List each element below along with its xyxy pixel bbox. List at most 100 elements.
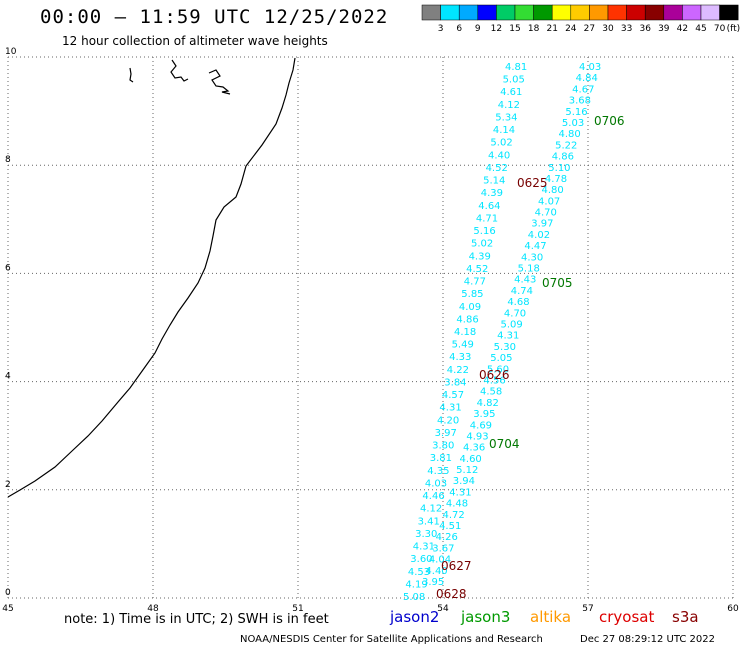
colorbar-label: 9 xyxy=(475,24,481,34)
swh-value: 4.43 xyxy=(514,275,536,286)
colorbar: 3 6 9 12 15 18 21 24 27 30 33 36 39 42 45 70 (ft) xyxy=(421,4,740,34)
page-subtitle: 12 hour collection of altimeter wave hei… xyxy=(62,34,328,48)
colorbar-label: 45 xyxy=(695,24,706,34)
swh-value: 4.68 xyxy=(507,297,529,308)
swh-value: 4.57 xyxy=(442,390,464,401)
colorbar-label: 18 xyxy=(528,24,540,34)
swh-value: 4.86 xyxy=(456,314,478,325)
generated-timestamp: Dec 27 08:29:12 UTC 2022 xyxy=(580,634,715,645)
swh-value: 4.82 xyxy=(477,398,499,409)
swh-value: 4.47 xyxy=(524,241,546,252)
colorbar-swatch xyxy=(421,4,441,21)
swh-value: 4.81 xyxy=(505,62,527,73)
swh-value: 3.80 xyxy=(432,441,454,452)
swh-value: 4.02 xyxy=(528,230,550,241)
swh-value: 3.68 xyxy=(569,96,591,107)
swh-value: 4.03 xyxy=(579,62,601,73)
swh-value: 4.33 xyxy=(449,352,471,363)
swh-value: 4.71 xyxy=(476,213,498,224)
pass-time-label: 0627 xyxy=(441,559,472,573)
track-2: 4.034.844.673.685.165.034.805.224.865.10… xyxy=(422,62,601,588)
swh-value: 4.12 xyxy=(420,504,442,515)
swh-value: 4.70 xyxy=(504,308,526,319)
swh-value: 4.86 xyxy=(552,152,574,163)
credit-text: NOAA/NESDIS Center for Satellite Applica… xyxy=(240,634,543,645)
swh-value: 3.94 xyxy=(453,476,475,487)
colorbar-label: 30 xyxy=(602,24,614,34)
swh-value: 3.60 xyxy=(410,554,432,565)
swh-value: 4.39 xyxy=(469,251,491,262)
swh-value: 5.09 xyxy=(501,320,523,331)
colorbar-swatch xyxy=(700,4,720,21)
swh-value: 4.52 xyxy=(466,264,488,275)
swh-value: 3.97 xyxy=(435,428,457,439)
y-tick-label: 10 xyxy=(5,47,17,57)
colorbar-label: 33 xyxy=(621,24,632,34)
colorbar-label: 15 xyxy=(509,24,520,34)
swh-value: 4.84 xyxy=(576,73,598,84)
colorbar-label: 70 xyxy=(714,24,726,34)
track-1: 4.815.054.614.125.344.145.024.404.525.14… xyxy=(403,62,527,603)
swh-value: 4.64 xyxy=(478,201,500,212)
swh-value: 4.78 xyxy=(545,174,567,185)
swh-value: 4.12 xyxy=(498,100,520,111)
colorbar-label: 21 xyxy=(546,24,557,34)
x-tick-label: 57 xyxy=(582,604,593,614)
swh-value: 5.08 xyxy=(403,592,425,603)
pass-time-label: 0706 xyxy=(594,114,625,128)
swh-value: 4.80 xyxy=(559,129,581,140)
swh-value: 4.52 xyxy=(486,163,508,174)
island-right xyxy=(208,69,231,95)
swh-value: 5.49 xyxy=(452,340,474,351)
pass-time-label: 0628 xyxy=(436,587,467,601)
swh-value: 4.56 xyxy=(483,375,505,386)
swh-value: 5.05 xyxy=(503,75,525,86)
swh-value: 4.26 xyxy=(436,532,458,543)
pass-time-label: 0705 xyxy=(542,276,573,290)
swh-value: 4.40 xyxy=(425,566,447,577)
satellite-label-jason2: jason2 xyxy=(390,608,440,626)
swh-value: 4.58 xyxy=(480,387,502,398)
y-tick-label: 2 xyxy=(5,480,11,490)
swh-value: 4.40 xyxy=(488,150,510,161)
swh-value: 3.97 xyxy=(531,219,553,230)
colorbar-swatch xyxy=(570,4,590,21)
swh-value: 4.22 xyxy=(447,365,469,376)
swh-value: 4.36 xyxy=(463,443,485,454)
swh-value: 4.07 xyxy=(538,196,560,207)
swh-value: 5.22 xyxy=(555,140,577,151)
swh-value: 4.74 xyxy=(511,286,533,297)
swh-value: 3.30 xyxy=(415,529,437,540)
swh-value: 4.39 xyxy=(481,188,503,199)
swh-value: 5.16 xyxy=(473,226,495,237)
swh-value: 4.04 xyxy=(429,555,451,566)
swh-value: 4.61 xyxy=(500,87,522,98)
swh-value: 5.16 xyxy=(565,107,587,118)
swh-value: 5.02 xyxy=(471,239,493,250)
swh-value: 4.31 xyxy=(413,542,435,553)
swh-value: 4.46 xyxy=(422,491,444,502)
swh-value: 4.53 xyxy=(408,567,430,578)
swh-value: 4.31 xyxy=(497,331,519,342)
coastline-path xyxy=(7,57,296,498)
colorbar-label: 42 xyxy=(677,24,688,34)
swh-value: 4.18 xyxy=(454,327,476,338)
swh-value: 3.95 xyxy=(422,577,444,588)
note-text: note: 1) Time is in UTC; 2) SWH is in fe… xyxy=(64,612,329,627)
y-tick-label: 4 xyxy=(5,372,11,382)
swh-value: 4.72 xyxy=(442,510,464,521)
swh-value: 3.67 xyxy=(432,543,454,554)
x-tick-label: 48 xyxy=(147,604,159,614)
swh-value: 4.70 xyxy=(535,208,557,219)
y-tick-label: 0 xyxy=(5,588,11,598)
satellite-label-cryosat: cryosat xyxy=(599,608,655,626)
satellite-label-s3a: s3a xyxy=(672,608,699,626)
colorbar-swatch xyxy=(496,4,516,21)
swh-value: 5.34 xyxy=(495,112,517,123)
swh-value: 5.60 xyxy=(487,364,509,375)
colorbar-swatch xyxy=(514,4,534,21)
pass-time-label: 0625 xyxy=(517,176,548,190)
swh-value: 4.48 xyxy=(446,499,468,510)
swh-value: 5.12 xyxy=(456,465,478,476)
